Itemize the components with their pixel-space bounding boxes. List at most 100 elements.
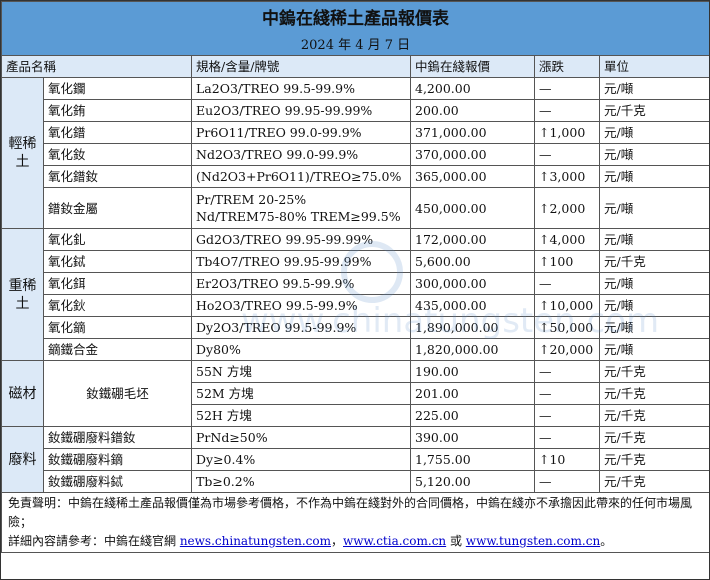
- product-spec: Dy80%: [191, 338, 411, 361]
- disclaimer: 免責聲明：中鎢在綫稀土產品報價僅為市場參考價格，不作為中鎢在綫對外的合同價格，中…: [8, 496, 693, 529]
- price-change: —: [534, 470, 600, 493]
- product-name: 氧化鏑: [43, 316, 192, 339]
- product-price: 225.00: [410, 404, 535, 427]
- product-spec: Er2O3/TREO 99.5-99.9%: [191, 272, 411, 295]
- spec-text: Nd/TREM75-80% TREM≥99.5%: [196, 209, 401, 224]
- product-unit: 元/千克: [598, 250, 709, 273]
- product-unit: 元/噸: [598, 121, 709, 144]
- product-name: 氧化鋱: [43, 250, 192, 273]
- product-price: 435,000.00: [410, 294, 535, 317]
- header-change: 漲跌: [534, 55, 600, 78]
- spec-text: Dy80%: [196, 342, 241, 357]
- table-row: 氧化鉺 Er2O3/TREO 99.5-99.9% 300,000.00— 元/噸: [2, 272, 709, 295]
- product-spec: Nd2O3/TREO 99.0-99.9%: [191, 143, 411, 166]
- product-name: 釹鐵硼廢料鋱: [43, 470, 192, 493]
- product-spec: 52H 方塊: [191, 404, 411, 427]
- product-price: 390.00: [410, 426, 535, 449]
- product-spec: Tb≥0.2%: [191, 470, 411, 493]
- footer: 免責聲明：中鎢在綫稀土產品報價僅為市場參考價格，不作為中鎢在綫對外的合同價格，中…: [1, 492, 709, 553]
- link-chinatungsten[interactable]: news.chinatungsten.com: [179, 534, 331, 548]
- price-change: 20,000: [534, 338, 600, 361]
- product-name: 氧化鉺: [43, 272, 192, 295]
- table-row: 氧化鐠 Pr6O11/TREO 99.0-99.9% 371,000.001,000…: [2, 121, 709, 144]
- separator: 。: [600, 534, 613, 548]
- product-price: 371,000.00: [410, 121, 535, 144]
- product-unit: 元/千克: [598, 360, 709, 383]
- product-price: 370,000.00: [410, 143, 535, 166]
- ref-prefix: 詳細內容請參考：中鎢在綫官網: [8, 534, 180, 548]
- price-change: 10,000: [534, 294, 600, 317]
- product-price: 190.00: [410, 360, 535, 383]
- group-label: 重稀土: [1, 228, 44, 361]
- spec-text: Tb≥0.2%: [196, 474, 255, 489]
- table-row: 氧化鏑 Dy2O3/TREO 99.5-99.9% 1,890,000.0050,0…: [2, 316, 709, 339]
- product-spec: PrNd≥50%: [191, 426, 411, 449]
- product-price: 201.00: [410, 382, 535, 405]
- product-unit: 元/千克: [598, 448, 709, 471]
- page-title: 中鎢在綫稀土產品報價表: [1, 1, 709, 35]
- price-change: —: [534, 272, 600, 295]
- price-change: —: [534, 426, 600, 449]
- group-label: 輕稀土: [1, 77, 44, 229]
- product-name: 釹鐵硼毛坯: [43, 360, 192, 427]
- product-spec: Dy≥0.4%: [191, 448, 411, 471]
- spec-text: Pr6O11/TREO 99.0-99.9%: [196, 125, 362, 140]
- spec-text: La2O3/TREO 99.5-99.9%: [196, 81, 355, 96]
- price-change: 10: [534, 448, 600, 471]
- header-spec: 規格/含量/牌號: [191, 55, 411, 78]
- product-name: 氧化鑭: [43, 77, 192, 100]
- product-spec: Tb4O7/TREO 99.95-99.99%: [191, 250, 411, 273]
- product-price: 1,820,000.00: [410, 338, 535, 361]
- price-change: —: [534, 77, 600, 100]
- product-spec: 55N 方塊: [191, 360, 411, 383]
- product-name: 釹鐵硼廢料鏑: [43, 448, 192, 471]
- product-price: 365,000.00: [410, 165, 535, 188]
- product-name: 鐠釹金屬: [43, 187, 192, 229]
- spec-text: Dy≥0.4%: [196, 452, 256, 467]
- table-row: 磁材 釹鐵硼毛坯 55N 方塊 190.00— 元/千克: [1, 360, 709, 427]
- price-change: 2,000: [534, 187, 600, 229]
- product-unit: 元/噸: [598, 77, 709, 100]
- separator: ，: [330, 534, 343, 548]
- product-name: 氧化銪: [43, 99, 192, 122]
- spec-text: Nd2O3/TREO 99.0-99.9%: [196, 147, 359, 162]
- table-row: 氧化鈥 Ho2O3/TREO 99.5-99.9% 435,000.0010,000…: [2, 294, 709, 317]
- header-product: 產品名稱: [1, 55, 192, 78]
- spec-text: Er2O3/TREO 99.5-99.9%: [196, 276, 355, 291]
- price-change: 4,000: [534, 228, 600, 251]
- header-unit: 單位: [598, 55, 709, 78]
- product-unit: 元/噸: [598, 228, 709, 251]
- product-price: 4,200.00: [410, 77, 535, 100]
- header-price: 中鎢在綫報價: [410, 55, 535, 78]
- product-price: 172,000.00: [410, 228, 535, 251]
- spec-text: Pr/TREM 20-25%: [196, 192, 307, 207]
- link-ctia[interactable]: www.ctia.com.cn: [343, 534, 447, 548]
- link-tungsten[interactable]: www.tungsten.com.cn: [465, 534, 601, 548]
- table-row: 鐠釹金屬 Pr/TREM 20-25% Nd/TREM75-80% TREM≥99.…: [2, 187, 709, 229]
- product-spec: Pr/TREM 20-25% Nd/TREM75-80% TREM≥99.5%: [191, 187, 411, 229]
- product-price: 1,890,000.00: [410, 316, 535, 339]
- product-unit: 元/千克: [598, 404, 709, 427]
- price-change: —: [534, 382, 600, 405]
- product-spec: Pr6O11/TREO 99.0-99.9%: [191, 121, 411, 144]
- product-spec: (Nd2O3+Pr6O11)/TREO≥75.0%: [191, 165, 411, 188]
- group-label: 廢料: [1, 426, 44, 493]
- table-row: 氧化銪 Eu2O3/TREO 99.95-99.99% 200.00— 元/千克: [2, 99, 709, 122]
- table-row: 廢料 釹鐵硼廢料鐠釹 PrNd≥50% 390.00— 元/千克: [1, 426, 709, 493]
- spec-text: 55N 方塊: [196, 364, 252, 379]
- table-row: 氧化釹 Nd2O3/TREO 99.0-99.9% 370,000.00— 元/噸: [2, 143, 709, 166]
- product-unit: 元/千克: [598, 99, 709, 122]
- spec-text: Tb4O7/TREO 99.95-99.99%: [196, 254, 372, 269]
- price-change: 3,000: [534, 165, 600, 188]
- product-price: 1,755.00: [410, 448, 535, 471]
- price-change: —: [534, 360, 600, 383]
- spec-text: 52H 方塊: [196, 408, 252, 423]
- product-name: 氧化釓: [43, 228, 192, 251]
- product-unit: 元/千克: [598, 426, 709, 449]
- price-change: —: [534, 99, 600, 122]
- product-unit: 元/噸: [598, 143, 709, 166]
- product-spec: Ho2O3/TREO 99.5-99.9%: [191, 294, 411, 317]
